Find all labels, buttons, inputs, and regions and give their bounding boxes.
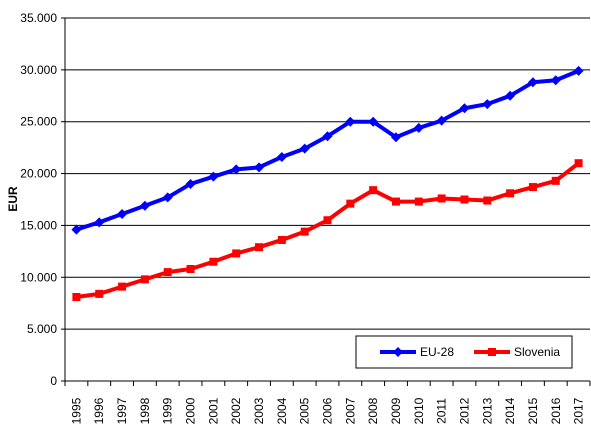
- data-point-slovenia-1999: [163, 268, 172, 277]
- x-tick-label-2000: 2000: [184, 397, 198, 424]
- data-point-eu-28-2012: [459, 103, 470, 114]
- x-tick-label-2014: 2014: [503, 397, 517, 424]
- legend-item-eu-28: EU-28: [380, 345, 454, 359]
- legend-marker-eu-28: [393, 347, 403, 357]
- series-line-eu-28: [75, 69, 580, 232]
- data-point-slovenia-1997: [118, 282, 127, 291]
- x-tick-label-2003: 2003: [252, 397, 266, 424]
- data-point-slovenia-1998: [140, 275, 149, 284]
- x-tick-label-1995: 1995: [69, 397, 83, 424]
- x-tick-label-2017: 2017: [572, 397, 586, 424]
- data-point-eu-28-2009: [390, 132, 401, 143]
- x-tick-label-2004: 2004: [275, 397, 289, 424]
- x-tick-label-2002: 2002: [229, 397, 243, 424]
- legend-marker-slovenia: [488, 348, 496, 356]
- x-tick-label-2006: 2006: [321, 397, 335, 424]
- y-tick-label-2: 10.000: [20, 270, 57, 284]
- y-tick-label-4: 20.000: [20, 167, 57, 181]
- y-tick-label-3: 15.000: [20, 218, 57, 232]
- x-tick-label-2011: 2011: [435, 398, 449, 424]
- data-point-eu-28-2006: [322, 131, 333, 142]
- data-point-eu-28-2011: [436, 115, 447, 126]
- data-point-slovenia-2015: [528, 183, 537, 192]
- tick-labels: 0 5.000 10.000 15.000 20.000 25.000 30.000 35.0…: [20, 11, 585, 424]
- series-eu-28: [71, 65, 584, 235]
- y-tick-label-7: 35.000: [20, 11, 57, 25]
- x-tick-label-1999: 1999: [161, 397, 175, 424]
- data-point-eu-28-2004: [276, 151, 287, 162]
- x-tick-label-2007: 2007: [343, 397, 357, 424]
- data-point-eu-28-2003: [254, 162, 265, 173]
- data-point-slovenia-2012: [460, 195, 469, 204]
- data-point-slovenia-1995: [72, 292, 81, 301]
- legend-label-slovenia: Slovenia: [514, 345, 560, 359]
- data-point-eu-28-1997: [117, 209, 128, 220]
- data-point-slovenia-2014: [506, 189, 515, 198]
- data-point-eu-28-1999: [162, 192, 173, 203]
- data-point-slovenia-2000: [186, 264, 195, 273]
- x-tick-label-2010: 2010: [412, 397, 426, 424]
- series-group: [71, 65, 584, 301]
- data-point-eu-28-2013: [482, 99, 493, 110]
- y-tick-label-5: 25.000: [20, 115, 57, 129]
- data-point-eu-28-1998: [139, 200, 150, 211]
- data-point-slovenia-2010: [414, 197, 423, 206]
- data-point-eu-28-2017: [573, 65, 584, 76]
- data-point-slovenia-2001: [209, 257, 218, 266]
- data-point-eu-28-2007: [345, 116, 356, 127]
- data-point-slovenia-2005: [300, 227, 309, 236]
- data-point-eu-28-2010: [413, 122, 424, 133]
- y-tick-label-1: 5.000: [27, 322, 57, 336]
- data-point-eu-28-2000: [185, 178, 196, 189]
- data-point-eu-28-2005: [299, 143, 310, 154]
- legend-items: EU-28 Slovenia: [380, 345, 560, 359]
- x-tick-label-1997: 1997: [115, 397, 129, 424]
- data-point-slovenia-2016: [551, 176, 560, 185]
- y-axis-title: EUR: [6, 186, 20, 212]
- data-point-slovenia-2008: [369, 186, 378, 195]
- data-point-eu-28-2014: [505, 90, 516, 101]
- x-tick-label-2001: 2001: [206, 397, 220, 424]
- x-tick-label-2008: 2008: [366, 397, 380, 424]
- data-point-eu-28-1995: [71, 224, 82, 235]
- data-point-slovenia-2002: [232, 249, 241, 258]
- series-slovenia: [72, 159, 583, 301]
- data-point-slovenia-2003: [255, 243, 264, 252]
- axes: [61, 17, 591, 386]
- data-point-eu-28-2008: [368, 116, 379, 127]
- x-tick-label-2013: 2013: [480, 397, 494, 424]
- data-point-slovenia-2013: [483, 196, 492, 205]
- data-point-slovenia-2004: [277, 235, 286, 244]
- data-point-eu-28-2001: [208, 171, 219, 182]
- y-tick-label-6: 30.000: [20, 63, 57, 77]
- x-tick-label-2015: 2015: [526, 397, 540, 424]
- data-point-eu-28-2002: [231, 164, 242, 175]
- data-point-slovenia-2017: [574, 159, 583, 168]
- legend-label-eu-28: EU-28: [420, 345, 454, 359]
- y-tick-label-0: 0: [50, 374, 57, 388]
- x-tick-label-2012: 2012: [457, 397, 471, 424]
- x-tick-label-1996: 1996: [92, 397, 106, 424]
- data-point-eu-28-2016: [550, 75, 561, 86]
- data-point-slovenia-2009: [391, 197, 400, 206]
- x-tick-label-2016: 2016: [549, 397, 563, 424]
- data-point-slovenia-2011: [437, 194, 446, 203]
- data-point-slovenia-2007: [346, 199, 355, 208]
- x-tick-label-2009: 2009: [389, 397, 403, 424]
- legend-item-slovenia: Slovenia: [474, 345, 560, 359]
- data-point-slovenia-2006: [323, 216, 332, 225]
- legend: EU-28 Slovenia: [355, 335, 573, 369]
- data-point-eu-28-2015: [527, 77, 538, 88]
- x-tick-label-2005: 2005: [298, 397, 312, 424]
- data-point-eu-28-1996: [94, 217, 105, 228]
- x-tick-label-1998: 1998: [138, 397, 152, 424]
- data-point-slovenia-1996: [95, 289, 104, 298]
